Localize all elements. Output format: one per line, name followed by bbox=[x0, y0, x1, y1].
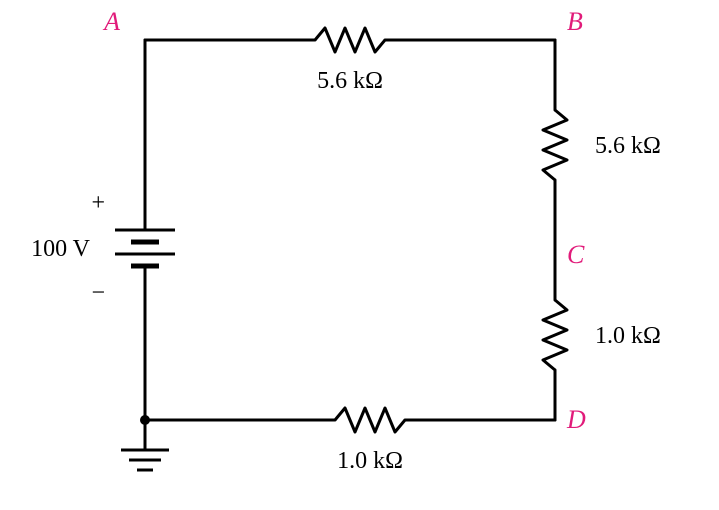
node-label-b: B bbox=[567, 7, 583, 36]
resistor-ab bbox=[315, 28, 385, 52]
source-plus: + bbox=[91, 190, 105, 216]
node-label-a: A bbox=[102, 7, 120, 36]
resistor-cd bbox=[543, 300, 567, 370]
source-minus: − bbox=[91, 280, 105, 306]
resistor-ab-label: 5.6 kΩ bbox=[317, 68, 383, 94]
resistor-bc-label: 5.6 kΩ bbox=[595, 133, 661, 159]
resistor-dg-label: 1.0 kΩ bbox=[337, 448, 403, 474]
resistor-bc bbox=[543, 110, 567, 180]
circuit-diagram: 5.6 kΩ 5.6 kΩ 1.0 kΩ 1.0 kΩ + −100 V A B C D bbox=[0, 0, 719, 510]
node-label-d: D bbox=[566, 405, 586, 434]
resistor-dg bbox=[335, 408, 405, 432]
resistor-cd-label: 1.0 kΩ bbox=[595, 323, 661, 349]
node-label-c: C bbox=[567, 240, 585, 269]
source-value: 100 V bbox=[31, 236, 91, 262]
